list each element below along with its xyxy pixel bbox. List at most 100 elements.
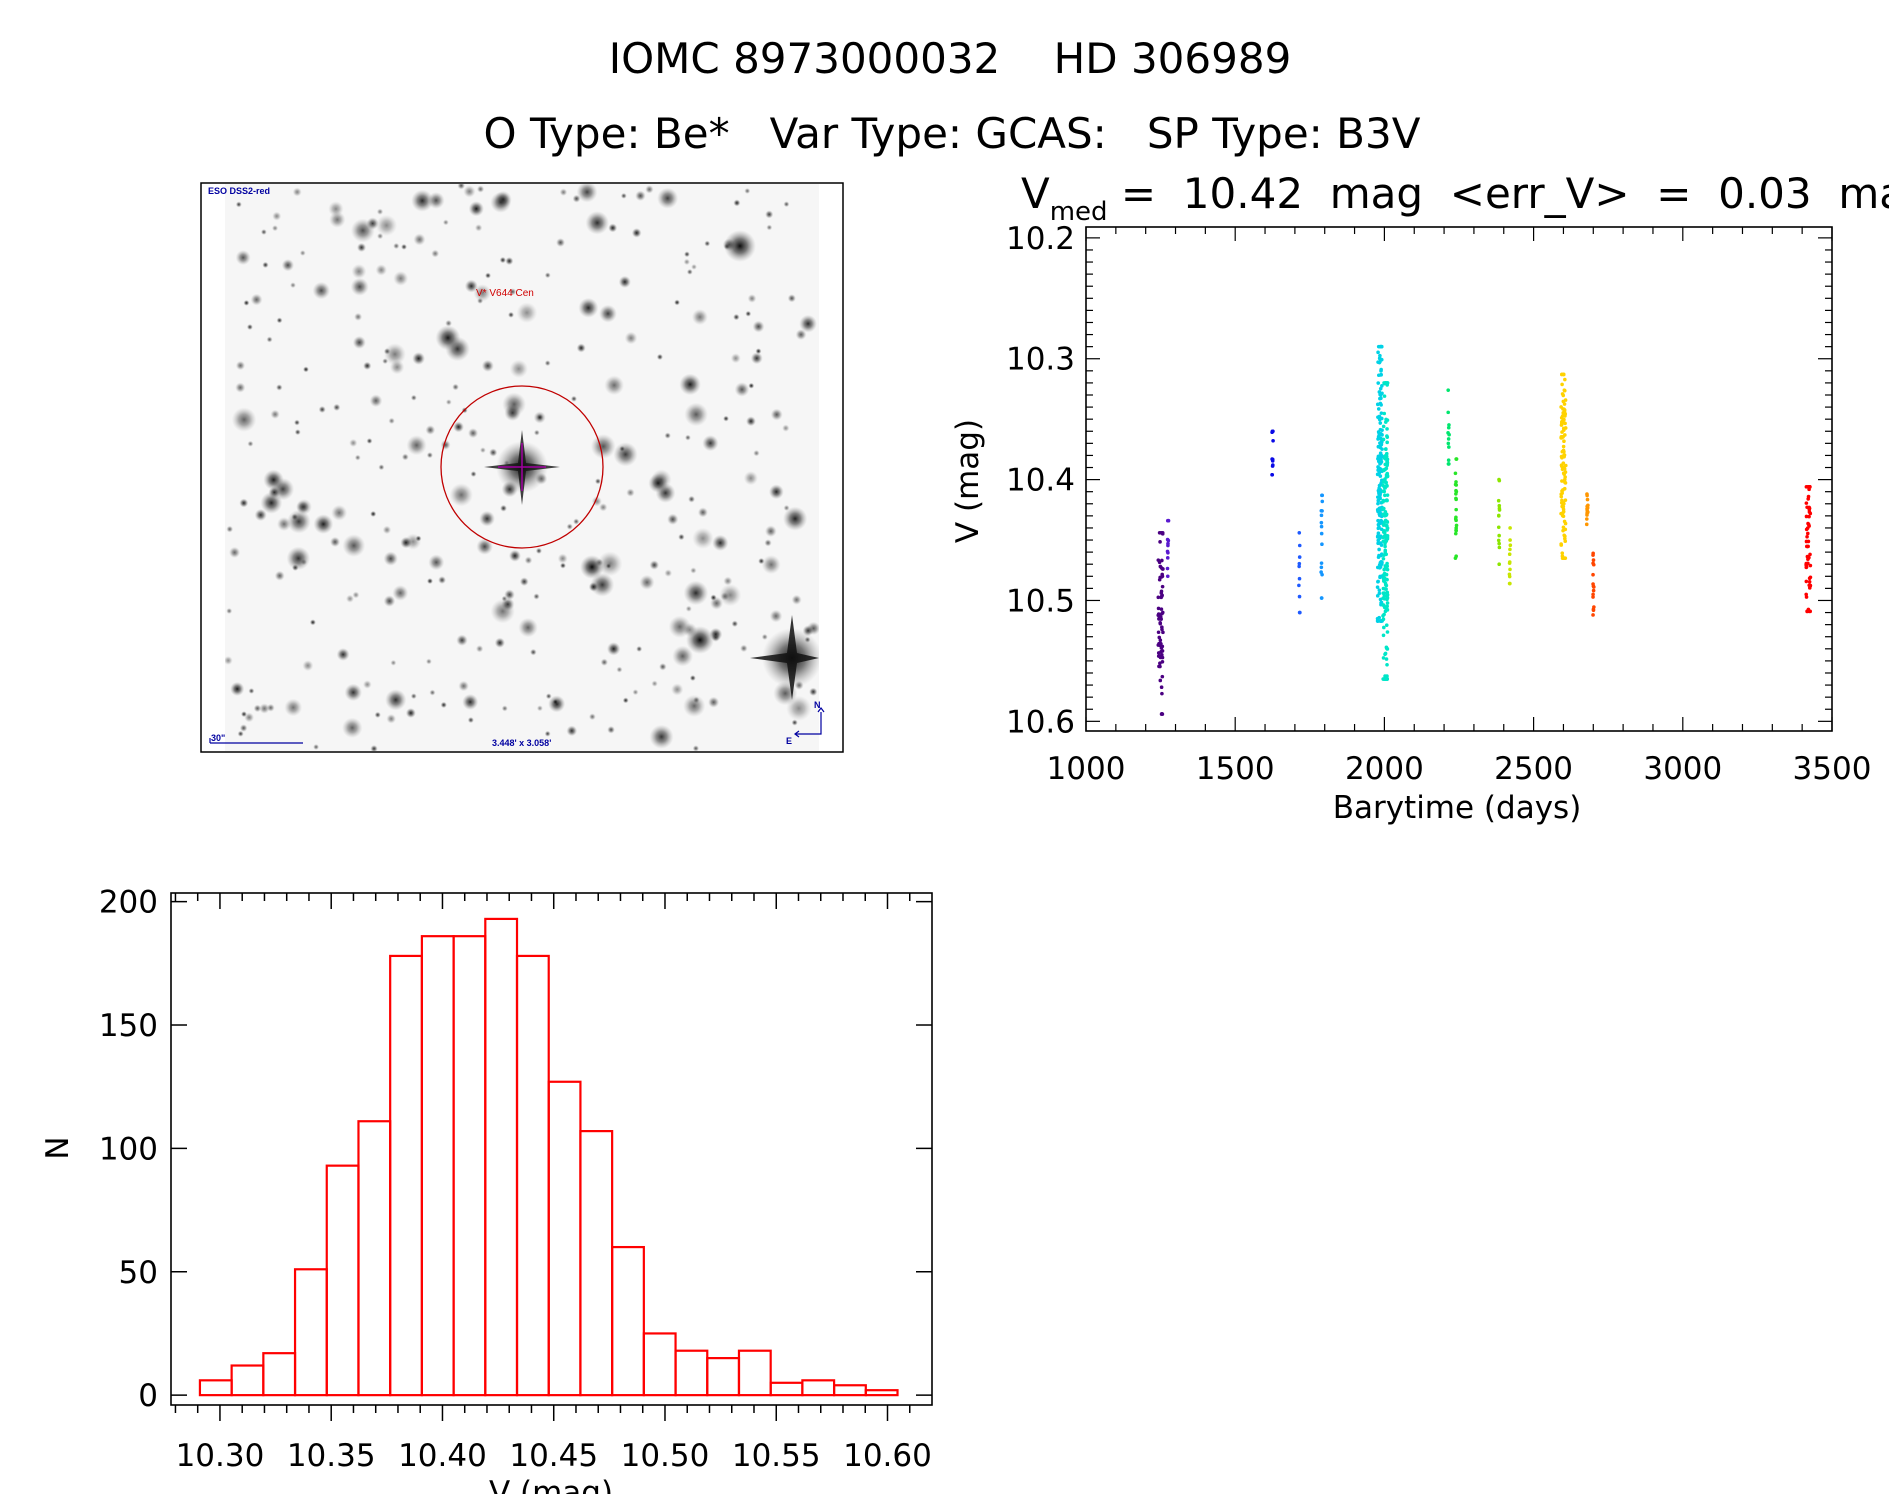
hist-xtick-label: 10.45 [509,1438,598,1474]
star [254,508,267,522]
star [294,429,301,436]
star [683,694,706,718]
light-curve-chart: Vmed = 10.42 mag <err_V> = 0.03 mag 1000… [950,169,1889,826]
figure-subtitle: O Type: Be* Var Type: GCAS: SP Type: B3V [484,109,1421,158]
star [787,294,796,303]
lc-point [1160,584,1165,589]
lc-point [1319,524,1324,529]
lc-point [1159,607,1164,611]
star [427,191,445,209]
lc-point [1805,534,1809,539]
star [782,424,790,432]
lc-point [1158,638,1163,643]
lc-point [1591,592,1595,597]
star [604,375,625,396]
lc-point [1591,613,1595,617]
lc-point [1804,514,1809,519]
lc-point [1379,367,1383,372]
lc-point [1320,493,1325,498]
lc-point [1497,514,1501,518]
star [410,693,417,700]
lc-point [1584,522,1589,527]
lc-point [1378,353,1382,358]
star [519,577,529,587]
star [344,683,363,702]
star [578,297,599,318]
bright-star [724,230,756,262]
lc-point [1159,591,1164,595]
star [351,263,367,279]
star [243,299,250,306]
star [393,242,400,250]
lc-point [1508,581,1512,586]
star [462,693,479,711]
star [352,335,366,350]
star [723,415,730,422]
star [501,597,515,611]
star [383,551,398,566]
lc-point [1562,402,1567,406]
lc-point [1319,596,1324,600]
lc-point [1446,458,1451,463]
lc-point [1559,436,1564,440]
finder-chart: ESO DSS2-red V* V644 Cen 30" 3.448' x 3.… [200,182,844,753]
star [375,214,398,237]
star [275,384,283,391]
star [329,536,341,548]
star [606,642,621,656]
star [516,302,538,324]
lc-point [1382,506,1386,511]
lc-point [1384,466,1389,471]
star [299,250,306,257]
lc-point [1385,463,1389,468]
lc-point [1446,410,1450,415]
lc-xtick-label: 1500 [1196,751,1275,787]
target-circle [440,385,604,549]
lc-point [1297,576,1302,581]
lc-point [1382,512,1387,517]
star [745,310,752,317]
lc-point [1385,427,1389,431]
star [476,538,493,555]
lc-point [1383,493,1387,498]
lc-point [1497,503,1502,508]
lc-point [1165,549,1170,554]
star [692,745,700,751]
star [683,580,709,606]
star [230,681,245,697]
star [791,594,802,605]
lc-point [1454,518,1458,523]
star [753,449,760,457]
lc-point [1562,533,1566,538]
star [400,243,408,250]
target-label: V* V644 Cen [476,288,534,299]
star [333,403,341,412]
star [679,373,701,396]
star [342,534,366,558]
star [270,409,280,420]
lc-point [1559,492,1564,496]
star [588,713,596,721]
star [689,674,696,682]
star [795,329,807,341]
star [378,464,385,471]
lc-point [1562,465,1566,469]
lc-point [1160,691,1164,696]
lc-point [1496,538,1501,543]
lc-point [1159,575,1164,579]
star [544,272,551,279]
lc-point [1385,435,1390,439]
lc-point [1804,501,1809,505]
star [235,201,242,208]
star [605,562,612,570]
star [691,263,698,270]
lc-point [1591,588,1596,593]
lc-point [1156,630,1161,635]
star [438,576,447,585]
lc-point [1385,528,1389,532]
lc-point [1563,556,1568,560]
lc-point [1319,565,1324,570]
hist-bars [198,917,899,1397]
star [761,633,768,641]
